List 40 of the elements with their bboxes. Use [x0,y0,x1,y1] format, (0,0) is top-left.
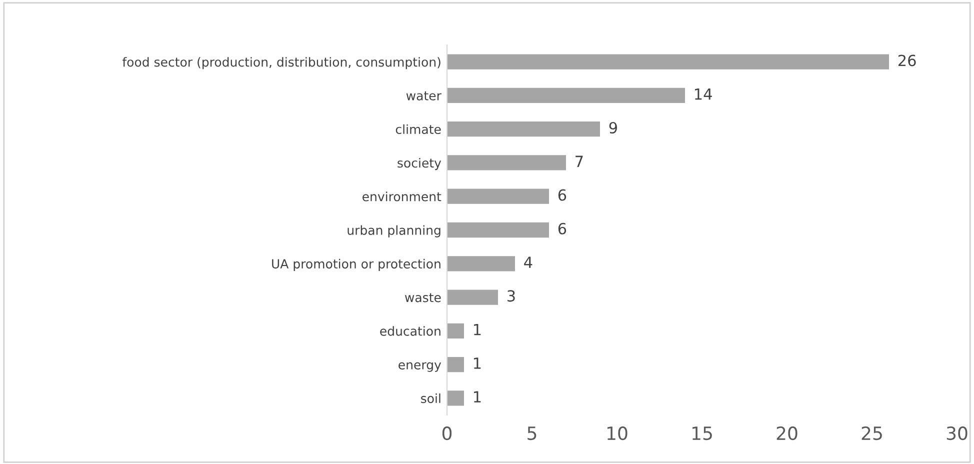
y-tick-label: UA promotion or protection [272,258,440,271]
y-tick-label: urban planning [348,225,440,238]
data-label: 1 [474,358,481,369]
y-tick-label: education [380,326,440,336]
y-tick-label: waste [404,293,441,302]
bar [447,222,549,238]
x-tick-label: 25 [862,426,882,440]
bar [447,188,549,204]
bar [447,290,498,305]
bar [447,155,566,170]
bar [447,54,889,70]
data-label: 26 [898,54,916,66]
data-label: 14 [695,88,712,100]
y-tick-label: soil [421,393,440,404]
bar [447,122,600,137]
x-tick-label: 0 [442,426,452,440]
y-tick-label: society [398,158,442,170]
x-tick-label: 5 [528,426,536,440]
y-tick-label: water [406,91,442,100]
y-tick-label: environment [362,192,442,202]
bar [447,356,464,372]
x-tick-label: 10 [607,426,628,440]
x-tick-label: 15 [692,426,712,440]
y-tick-label: energy [398,362,442,372]
y-tick-label: climate [396,124,441,134]
x-tick-label: 20 [776,426,798,440]
data-label: 1 [474,324,481,336]
data-label: 7 [576,156,583,167]
bar [447,323,464,338]
data-label: 1 [474,391,481,402]
data-label: 9 [609,122,617,134]
data-label: 6 [558,189,566,201]
data-label: 4 [524,256,532,268]
data-label: 3 [508,290,515,302]
bar [447,256,515,272]
bar [447,390,464,406]
data-label: 6 [558,222,566,234]
bar [447,88,685,104]
y-tick-label: food sector (production, distribution, consumption) [122,57,440,70]
x-tick-label: 30 [946,426,968,440]
